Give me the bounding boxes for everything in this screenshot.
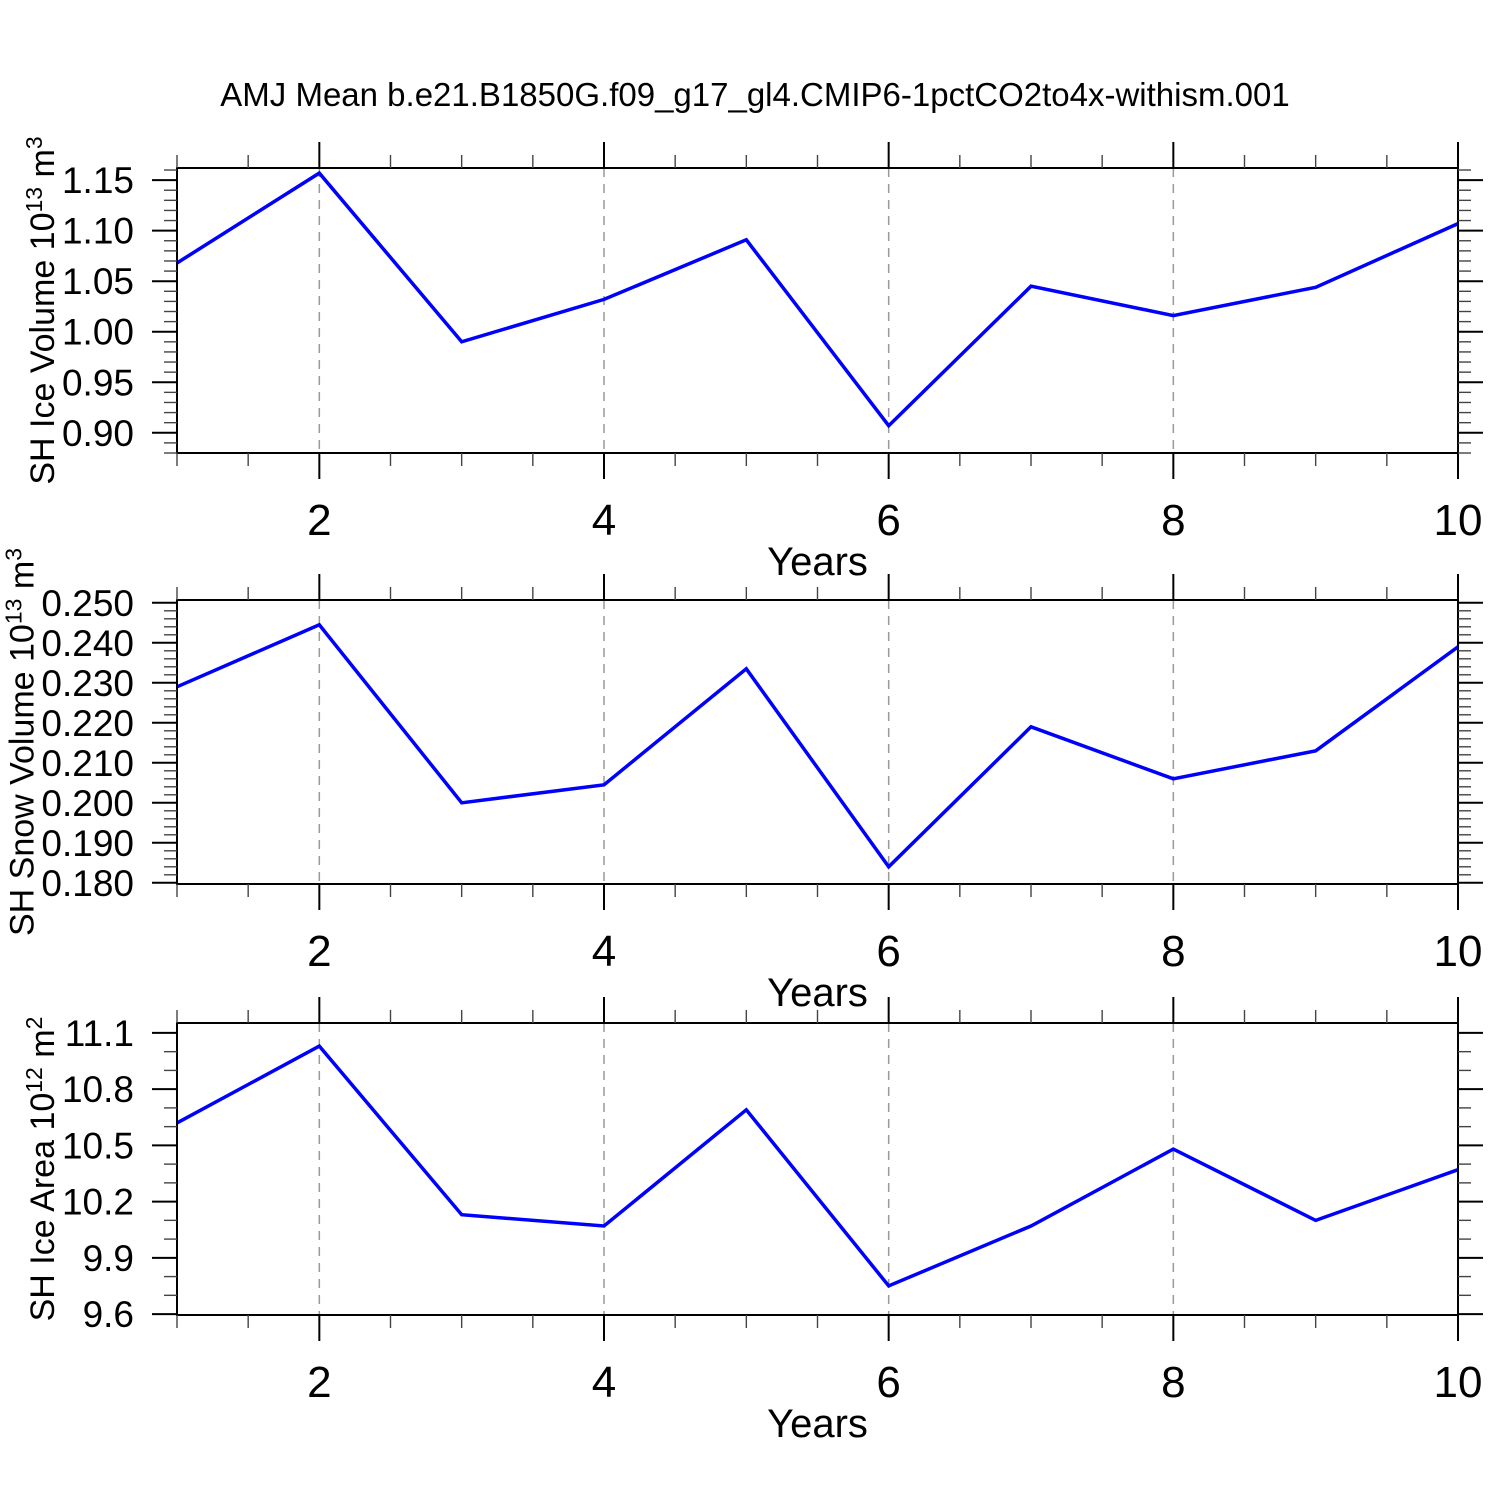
x-tick-labels: 2 4 6 8 10: [307, 496, 1482, 545]
y-tick-label: 1.15: [62, 160, 134, 201]
ticks: [152, 574, 1483, 910]
y-tick-labels: 0.90 0.95 1.00 1.05 1.10 1.15: [62, 160, 134, 454]
x-tick-label: 6: [876, 927, 900, 976]
series-line: [176, 170, 1459, 429]
series-line: [176, 1043, 1459, 1289]
y-axis-title: SH Ice Volume 1013​ m3​: [21, 136, 62, 484]
y-axis-title: SH Ice Area 1012​ m2​: [21, 1017, 62, 1322]
chart-title: AMJ Mean b.e21.B1850G.f09_g17_gl4.CMIP6-…: [220, 76, 1289, 113]
panel-3: 9.6 9.9 10.2 10.5 10.8 11.1 2 4 6 8 10 Years SH Ice …: [21, 997, 1483, 1446]
x-tick-label: 4: [592, 496, 616, 545]
y-tick-label: 10.5: [62, 1125, 134, 1166]
x-axis-title: Years: [767, 971, 868, 1015]
y-tick-label: 0.90: [62, 413, 134, 454]
x-tick-labels: 2 4 6 8 10: [307, 1358, 1482, 1407]
y-tick-label: 0.220: [41, 703, 134, 744]
x-tick-label: 4: [592, 927, 616, 976]
x-tick-label: 10: [1434, 1358, 1483, 1407]
y-tick-label: 1.10: [62, 211, 134, 252]
x-tick-label: 8: [1161, 1358, 1185, 1407]
y-axis-title: SH Snow Volume 1013​ m3​: [0, 548, 41, 936]
y-tick-label: 0.240: [41, 623, 134, 664]
x-tick-label: 2: [307, 927, 331, 976]
y-tick-label: 9.6: [83, 1294, 134, 1335]
x-tick-label: 2: [307, 1358, 331, 1407]
ticks: [152, 142, 1483, 479]
panel-2: 0.1800.1900.2000.2100.2200.2300.2400.250…: [0, 548, 1483, 1015]
x-tick-label: 10: [1434, 927, 1483, 976]
y-tick-label: 0.95: [62, 362, 134, 403]
y-tick-label: 0.210: [41, 743, 134, 784]
panel-1: 0.90 0.95 1.00 1.05 1.10 1.15 2 4 6 8 10 Years SH Ic…: [21, 136, 1483, 584]
y-tick-label: 0.180: [41, 863, 134, 904]
y-tick-label: 1.00: [62, 312, 134, 353]
y-tick-label: 10.2: [62, 1182, 134, 1223]
y-tick-label: 0.250: [41, 583, 134, 624]
gridlines: [318, 1023, 1175, 1315]
x-tick-label: 6: [876, 496, 900, 545]
y-tick-label: 1.05: [62, 261, 134, 302]
series-line: [176, 622, 1460, 870]
x-tick-label: 2: [307, 496, 331, 545]
x-axis-title: Years: [767, 1402, 868, 1446]
x-tick-label: 8: [1161, 496, 1185, 545]
x-tick-labels: 2 4 6 8 10: [307, 927, 1482, 976]
y-tick-label: 9.9: [83, 1238, 134, 1279]
x-axis-title: Years: [767, 540, 868, 584]
ticks: [152, 997, 1483, 1341]
y-tick-label: 0.230: [41, 663, 134, 704]
y-tick-label: 10.8: [62, 1069, 134, 1110]
y-tick-label: 0.190: [41, 823, 134, 864]
x-tick-label: 8: [1161, 927, 1185, 976]
y-tick-label: 0.200: [41, 783, 134, 824]
x-tick-label: 10: [1434, 496, 1483, 545]
x-tick-label: 4: [592, 1358, 616, 1407]
y-tick-labels: 9.6 9.9 10.2 10.5 10.8 11.1: [62, 1013, 134, 1335]
y-tick-label: 11.1: [65, 1013, 134, 1054]
x-tick-label: 6: [876, 1358, 900, 1407]
